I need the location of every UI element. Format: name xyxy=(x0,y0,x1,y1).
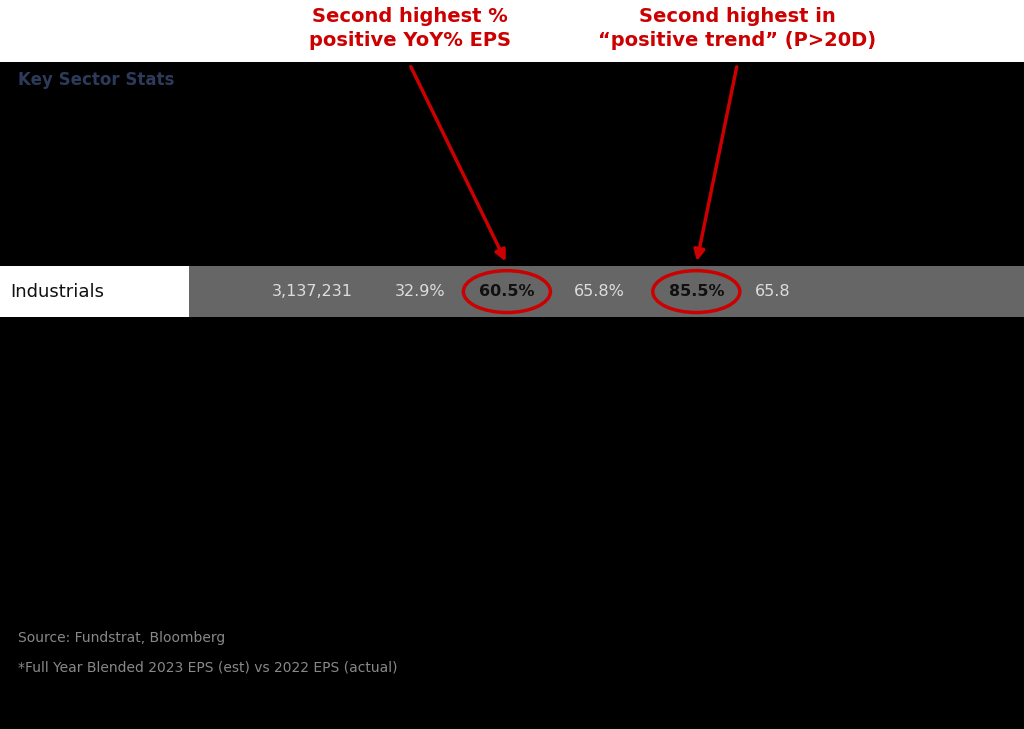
Text: 85.5%: 85.5% xyxy=(669,284,724,299)
Text: 60.5%: 60.5% xyxy=(479,284,535,299)
Text: 65.8: 65.8 xyxy=(756,284,791,299)
Text: Key Sector Stats: Key Sector Stats xyxy=(18,71,175,89)
Text: Industrials: Industrials xyxy=(10,283,104,300)
Text: 32.9%: 32.9% xyxy=(394,284,445,299)
Bar xyxy=(189,266,1024,317)
Text: Second highest in
“positive trend” (P>20D): Second highest in “positive trend” (P>20… xyxy=(598,7,877,50)
Text: 3,137,231: 3,137,231 xyxy=(271,284,353,299)
Text: *Full Year Blended 2023 EPS (est) vs 2022 EPS (actual): *Full Year Blended 2023 EPS (est) vs 202… xyxy=(18,660,398,674)
Ellipse shape xyxy=(463,270,551,313)
Text: 65.8%: 65.8% xyxy=(573,284,625,299)
Text: Source: Fundstrat, Bloomberg: Source: Fundstrat, Bloomberg xyxy=(18,631,225,645)
Bar xyxy=(0,0,1024,62)
Bar xyxy=(0,266,189,317)
Ellipse shape xyxy=(653,270,740,313)
Text: Second highest %
positive YoY% EPS: Second highest % positive YoY% EPS xyxy=(308,7,511,50)
